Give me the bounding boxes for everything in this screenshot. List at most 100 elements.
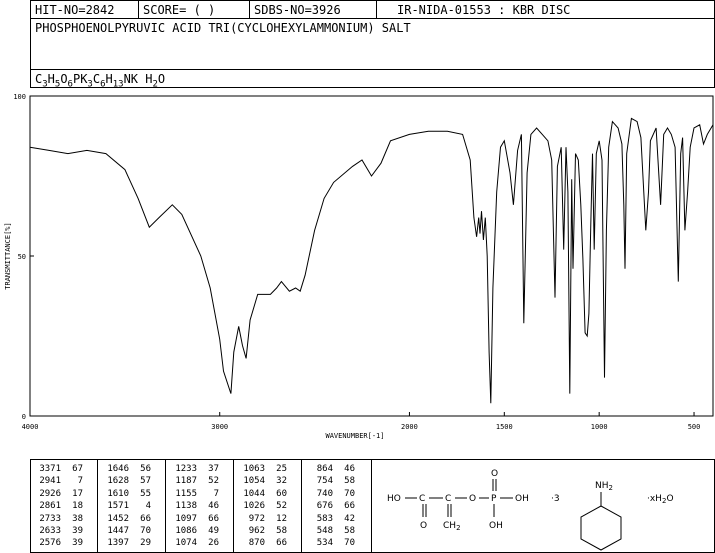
peak-transmittance: 58 bbox=[344, 476, 355, 487]
header-rule bbox=[31, 18, 714, 19]
y-tick-label: 50 bbox=[18, 253, 26, 261]
peak-row: 1155 7 bbox=[167, 489, 219, 500]
peak-row: 1233 37 bbox=[167, 464, 219, 475]
x-tick-label: 3000 bbox=[211, 423, 228, 431]
peak-transmittance: 7 bbox=[213, 488, 219, 499]
peak-wavenumber: 864 bbox=[316, 464, 333, 474]
x-tick-label: 4000 bbox=[22, 423, 39, 431]
peak-wavenumber: 1571 bbox=[107, 501, 129, 512]
peak-wavenumber: 1138 bbox=[175, 501, 197, 512]
peak-wavenumber: 1086 bbox=[175, 526, 197, 536]
peak-wavenumber: 1452 bbox=[107, 513, 129, 524]
peak-row: 972 12 bbox=[235, 514, 287, 525]
peak-transmittance: 26 bbox=[208, 538, 219, 549]
peak-wavenumber: 2633 bbox=[39, 526, 61, 536]
oh-label: OH bbox=[515, 494, 529, 504]
peak-transmittance: 52 bbox=[276, 501, 287, 512]
ir-spectrum-chart: 4000 3000 2000 1500 1000 500 0 50 100 WAVENUMBER… bbox=[4, 93, 714, 440]
peak-row: 534 70 bbox=[303, 538, 355, 549]
ch2-label: CH2 bbox=[443, 521, 461, 532]
peak-row: 2941 7 bbox=[31, 476, 83, 487]
peak-row: 1628 57 bbox=[99, 476, 151, 487]
carbon-label: C bbox=[419, 494, 425, 504]
peak-column-divider bbox=[301, 460, 302, 552]
peak-column-divider bbox=[97, 460, 98, 552]
peak-row: 870 66 bbox=[235, 538, 287, 549]
oh-bottom-label: OH bbox=[489, 521, 503, 531]
molecular-formula: C3H5O6PK3C6H13NK H2O bbox=[35, 72, 166, 90]
peak-column-divider bbox=[165, 460, 166, 552]
peak-wavenumber: 1233 bbox=[175, 464, 197, 474]
peak-wavenumber: 3371 bbox=[39, 464, 61, 474]
peak-wavenumber: 1155 bbox=[175, 488, 197, 499]
peak-row: 1044 60 bbox=[235, 489, 287, 500]
peak-wavenumber: 962 bbox=[248, 526, 265, 536]
peak-wavenumber: 2941 bbox=[39, 476, 61, 487]
peak-transmittance: 38 bbox=[72, 513, 83, 524]
peak-transmittance: 49 bbox=[208, 526, 219, 536]
oxygen-top-label: O bbox=[491, 469, 498, 479]
peak-row: 583 42 bbox=[303, 514, 355, 525]
chemical-structure: HO C C O P OH O O CH2 OH ·3 NH2 ·xH2O bbox=[387, 469, 674, 551]
peak-transmittance: 67 bbox=[72, 464, 83, 474]
peak-wavenumber: 1610 bbox=[107, 488, 129, 499]
chart-axes bbox=[29, 95, 714, 417]
sdbs-number: SDBS-NO=3926 bbox=[254, 3, 341, 17]
peak-transmittance: 25 bbox=[276, 464, 287, 474]
plot-frame bbox=[29, 95, 714, 417]
peak-transmittance: 55 bbox=[140, 488, 151, 499]
peak-row: 2861 18 bbox=[31, 501, 83, 512]
peak-row: 2733 38 bbox=[31, 514, 83, 525]
peak-transmittance: 29 bbox=[140, 538, 151, 549]
peak-row: 1646 56 bbox=[99, 464, 151, 475]
peak-wavenumber: 2733 bbox=[39, 513, 61, 524]
peak-row: 1097 66 bbox=[167, 514, 219, 525]
peak-transmittance: 66 bbox=[276, 538, 287, 549]
peak-wavenumber: 1397 bbox=[107, 538, 129, 549]
peak-transmittance: 4 bbox=[145, 501, 151, 512]
header-rule bbox=[31, 69, 714, 70]
carbon-label: C bbox=[445, 494, 451, 504]
peak-table: 3371 67 2941 7 2926 17 2861 18 2733 38 2633 39 2576 3… bbox=[30, 459, 372, 553]
peak-transmittance: 52 bbox=[208, 476, 219, 487]
peak-wavenumber: 1646 bbox=[107, 464, 129, 474]
peak-row: 676 66 bbox=[303, 501, 355, 512]
peak-wavenumber: 2926 bbox=[39, 488, 61, 499]
peak-row: 548 58 bbox=[303, 526, 355, 537]
peak-wavenumber: 676 bbox=[316, 501, 333, 512]
peak-row: 864 46 bbox=[303, 464, 355, 475]
hit-number: HIT-NO=2842 bbox=[35, 3, 115, 17]
y-tick-label: 0 bbox=[22, 413, 26, 421]
peak-wavenumber: 548 bbox=[316, 526, 333, 536]
peak-wavenumber: 1044 bbox=[243, 488, 265, 499]
peak-transmittance: 39 bbox=[72, 526, 83, 536]
peak-transmittance: 17 bbox=[72, 488, 83, 499]
peak-wavenumber: 2576 bbox=[39, 538, 61, 549]
oxygen-bottom-label: O bbox=[420, 521, 427, 531]
peak-transmittance: 57 bbox=[140, 476, 151, 487]
header-box: HIT-NO=2842 SCORE= ( ) SDBS-NO=3926 IR-N… bbox=[30, 0, 715, 90]
x-tick-label: 1000 bbox=[591, 423, 608, 431]
peak-row: 1571 4 bbox=[99, 501, 151, 512]
peak-transmittance: 66 bbox=[140, 513, 151, 524]
header-divider bbox=[376, 1, 377, 18]
peak-wavenumber: 972 bbox=[248, 513, 265, 524]
multiplier-label: ·3 bbox=[551, 494, 560, 504]
hydrate-label: ·xH2O bbox=[647, 494, 674, 505]
peak-row: 962 58 bbox=[235, 526, 287, 537]
peak-transmittance: 70 bbox=[140, 526, 151, 536]
ho-label: HO bbox=[387, 494, 401, 504]
peak-transmittance: 66 bbox=[208, 513, 219, 524]
x-tick-label: 2000 bbox=[401, 423, 418, 431]
peak-transmittance: 70 bbox=[344, 488, 355, 499]
peak-row: 1074 26 bbox=[167, 538, 219, 549]
peak-wavenumber: 1097 bbox=[175, 513, 197, 524]
peak-wavenumber: 870 bbox=[248, 538, 265, 549]
peak-transmittance: 58 bbox=[276, 526, 287, 536]
peak-row: 2633 39 bbox=[31, 526, 83, 537]
peak-transmittance: 42 bbox=[344, 513, 355, 524]
y-tick-label: 100 bbox=[13, 93, 26, 101]
peak-transmittance: 39 bbox=[72, 538, 83, 549]
peak-transmittance: 46 bbox=[208, 501, 219, 512]
peak-row: 1610 55 bbox=[99, 489, 151, 500]
